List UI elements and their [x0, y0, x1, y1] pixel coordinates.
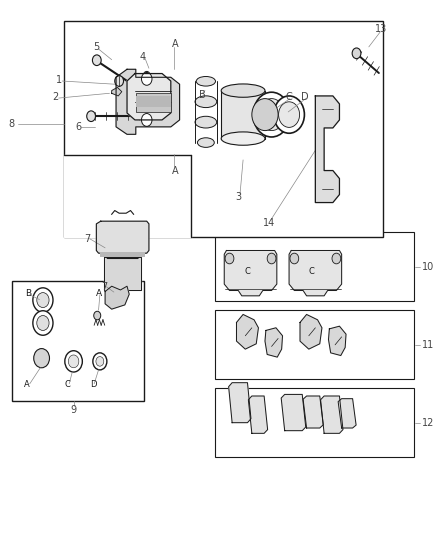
Circle shape: [115, 76, 124, 86]
Text: C: C: [286, 92, 292, 102]
Polygon shape: [229, 383, 251, 423]
Text: 3: 3: [236, 192, 242, 202]
Circle shape: [92, 55, 101, 66]
Text: 11: 11: [422, 340, 434, 350]
Text: 7: 7: [101, 282, 107, 292]
Bar: [12, 281, 144, 401]
Circle shape: [68, 355, 79, 368]
Text: 4: 4: [139, 52, 145, 62]
Polygon shape: [315, 96, 339, 203]
Text: 7: 7: [84, 234, 90, 244]
Circle shape: [93, 353, 107, 370]
Text: 2: 2: [53, 92, 59, 102]
Bar: [215, 388, 414, 457]
Circle shape: [37, 293, 49, 308]
Ellipse shape: [198, 138, 214, 147]
Bar: [136, 93, 171, 112]
Circle shape: [141, 72, 152, 85]
Circle shape: [33, 288, 53, 312]
Polygon shape: [338, 399, 356, 428]
Text: 5: 5: [93, 42, 99, 52]
Text: B: B: [25, 289, 32, 297]
Circle shape: [253, 92, 290, 137]
Bar: [64, 21, 383, 237]
Circle shape: [332, 253, 341, 264]
Text: 9: 9: [71, 406, 77, 415]
Polygon shape: [237, 314, 258, 349]
Text: B: B: [199, 90, 205, 100]
Circle shape: [252, 99, 278, 131]
Polygon shape: [104, 257, 141, 290]
Text: A: A: [172, 39, 179, 49]
Text: 10: 10: [422, 262, 434, 271]
Text: 6: 6: [75, 122, 81, 132]
Ellipse shape: [221, 84, 265, 98]
Circle shape: [34, 349, 49, 368]
Text: D: D: [90, 381, 96, 389]
Circle shape: [94, 311, 101, 320]
Bar: [215, 310, 414, 379]
Circle shape: [143, 71, 150, 80]
Circle shape: [290, 253, 299, 264]
Circle shape: [352, 48, 361, 59]
Polygon shape: [64, 155, 191, 237]
Ellipse shape: [195, 96, 217, 108]
Polygon shape: [224, 251, 277, 296]
Circle shape: [225, 253, 234, 264]
Text: 12: 12: [422, 418, 434, 427]
Text: C: C: [65, 381, 71, 389]
Polygon shape: [248, 396, 268, 433]
Circle shape: [279, 102, 300, 127]
Text: A: A: [24, 381, 30, 389]
Circle shape: [65, 351, 82, 372]
Ellipse shape: [196, 76, 215, 86]
Circle shape: [87, 111, 95, 122]
Polygon shape: [112, 87, 122, 96]
Polygon shape: [281, 394, 306, 431]
Text: 14: 14: [263, 218, 275, 228]
Text: C: C: [309, 268, 315, 276]
Circle shape: [37, 316, 49, 330]
Bar: [136, 96, 171, 107]
Circle shape: [141, 114, 152, 126]
Polygon shape: [321, 396, 343, 433]
Text: 1: 1: [56, 75, 62, 85]
Text: 13: 13: [374, 25, 387, 34]
Bar: [221, 91, 265, 139]
Text: D: D: [301, 92, 309, 102]
Circle shape: [96, 357, 104, 366]
Circle shape: [274, 96, 304, 133]
Ellipse shape: [195, 116, 217, 128]
Text: A: A: [95, 289, 102, 297]
Polygon shape: [127, 74, 171, 120]
Circle shape: [267, 253, 276, 264]
Polygon shape: [328, 326, 346, 356]
Circle shape: [33, 311, 53, 335]
Circle shape: [258, 99, 285, 131]
Polygon shape: [96, 221, 149, 259]
Bar: [215, 232, 414, 301]
Polygon shape: [289, 251, 342, 296]
Polygon shape: [303, 396, 323, 428]
Polygon shape: [300, 314, 322, 349]
Polygon shape: [265, 328, 283, 357]
Polygon shape: [116, 69, 180, 134]
Text: 8: 8: [9, 119, 15, 128]
Text: C: C: [244, 268, 250, 276]
Bar: [100, 252, 145, 257]
Ellipse shape: [221, 132, 265, 146]
Polygon shape: [105, 286, 129, 309]
Text: A: A: [172, 166, 179, 175]
